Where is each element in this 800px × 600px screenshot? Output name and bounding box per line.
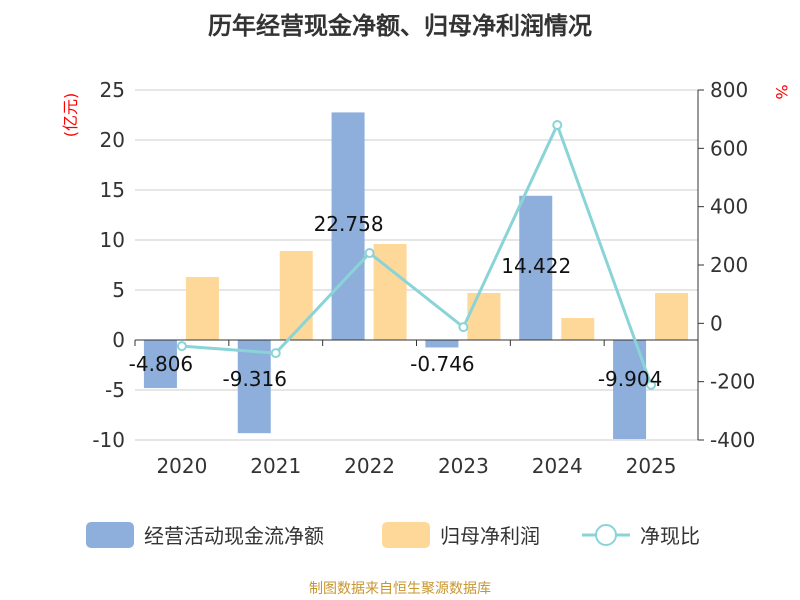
- legend-label: 经营活动现金流净额: [144, 524, 324, 548]
- bar-net-profit: [655, 293, 689, 340]
- left-axis-label: (亿元): [61, 93, 80, 138]
- right-tick-label: -400: [710, 428, 755, 452]
- right-tick-label: 400: [710, 195, 748, 219]
- left-tick-label: 20: [100, 128, 125, 152]
- line-point: [364, 248, 375, 259]
- bar-data-label: -9.904: [598, 367, 662, 391]
- x-tick-label: 2025: [626, 454, 677, 478]
- left-tick-label: 0: [112, 328, 125, 352]
- line-point: [270, 348, 281, 359]
- line-ratio: [181, 121, 653, 386]
- source-note: 制图数据来自恒生聚源数据库: [309, 581, 491, 597]
- legend-label: 归母净利润: [440, 524, 540, 548]
- bar-operating-cash-flow: [331, 112, 365, 340]
- right-tick-label: 200: [710, 253, 748, 277]
- legend-label: 净现比: [640, 524, 700, 548]
- x-tick-label: 2024: [532, 454, 583, 478]
- bar-operating-cash-flow: [519, 195, 553, 340]
- bar-net-profit: [185, 277, 219, 340]
- x-tick-label: 2023: [438, 454, 489, 478]
- legend-swatch-operating-cash-flow: [86, 522, 134, 548]
- left-tick-label: 10: [100, 228, 125, 252]
- bar-data-label: 22.758: [314, 212, 384, 236]
- line-point: [646, 379, 657, 390]
- left-tick-label: 25: [100, 78, 125, 102]
- left-tick-label: -5: [105, 378, 125, 402]
- left-tick-label: -10: [92, 428, 125, 452]
- chart-title: 历年经营现金净额、归母净利润情况: [208, 12, 592, 40]
- bar-net-profit: [561, 318, 595, 340]
- bar-net-profit: [467, 293, 501, 340]
- x-tick-label: 2020: [156, 454, 207, 478]
- bar-data-label: -9.316: [223, 367, 287, 391]
- line-point: [176, 341, 187, 352]
- bar-operating-cash-flow: [237, 340, 271, 434]
- bar-operating-cash-flow: [143, 340, 177, 389]
- right-axis-label: %: [772, 84, 791, 99]
- x-tick-label: 2022: [344, 454, 395, 478]
- right-tick-label: 0: [710, 311, 723, 335]
- right-tick-label: -200: [710, 370, 755, 394]
- left-tick-label: 5: [112, 278, 125, 302]
- legend-swatch-ratio-marker: [595, 524, 617, 546]
- bar-data-label: -4.806: [129, 352, 193, 376]
- line-point: [458, 322, 469, 333]
- bar-operating-cash-flow: [425, 340, 459, 348]
- right-tick-label: 800: [710, 78, 748, 102]
- left-tick-label: 15: [100, 178, 125, 202]
- bar-data-label: 14.422: [501, 254, 571, 278]
- bar-data-label: -0.746: [410, 352, 474, 376]
- x-tick-label: 2021: [250, 454, 301, 478]
- legend-swatch-net-profit: [382, 522, 430, 548]
- bar-net-profit: [279, 251, 313, 340]
- line-point: [552, 120, 563, 130]
- right-tick-label: 600: [710, 136, 748, 160]
